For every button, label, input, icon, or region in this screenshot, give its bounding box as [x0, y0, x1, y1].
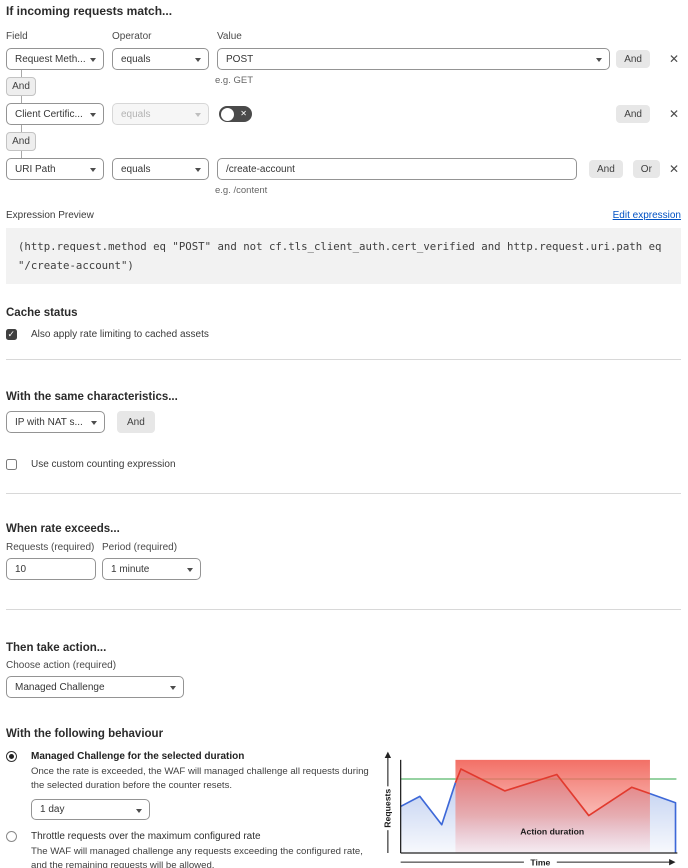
divider — [6, 609, 681, 610]
value-toggle[interactable] — [219, 106, 252, 122]
add-and-condition-button[interactable]: And — [616, 105, 650, 123]
chevron-down-icon — [136, 808, 142, 813]
field-column-label: Field — [6, 31, 28, 42]
operator-select-disabled: equals — [112, 103, 209, 125]
chevron-down-icon — [91, 421, 97, 425]
action-duration-zone — [455, 759, 650, 854]
characteristics-title: With the same characteristics... — [6, 391, 178, 403]
operator-select[interactable]: equals — [112, 48, 209, 70]
and-connector: And — [6, 70, 681, 103]
chevron-down-icon — [90, 168, 96, 172]
behaviour-title: With the following behaviour — [6, 728, 164, 740]
requests-line-above-threshold — [454, 768, 651, 817]
match-section-title: If incoming requests match... — [6, 4, 173, 18]
throttle-radio[interactable] — [6, 831, 17, 842]
operator-select[interactable]: equals — [112, 158, 209, 180]
cached-assets-checkbox[interactable] — [6, 328, 17, 340]
connector-line — [21, 125, 22, 132]
value-select[interactable]: POST — [217, 48, 611, 70]
match-row-3: URI Path equals /create-account And Or e… — [6, 158, 681, 196]
throttle-radio-label: Throttle requests over the maximum confi… — [31, 831, 261, 842]
chevron-down-icon — [596, 58, 603, 62]
and-connector-chip: And — [6, 132, 36, 151]
custom-counting-checkbox-label: Use custom counting expression — [31, 459, 176, 470]
y-axis-arrow-icon — [384, 751, 392, 759]
period-select[interactable]: 1 minute — [102, 558, 201, 580]
close-icon[interactable] — [667, 107, 681, 121]
value-hint: e.g. /content — [215, 185, 268, 196]
divider — [6, 359, 681, 360]
add-and-condition-button[interactable]: And — [616, 50, 650, 68]
requests-line-below-threshold — [400, 782, 457, 826]
chevron-down-icon — [90, 113, 96, 117]
connector-line — [21, 151, 22, 158]
chevron-down-icon — [187, 568, 193, 572]
duration-radio[interactable] — [6, 751, 17, 762]
cached-assets-checkbox-label: Also apply rate limiting to cached asset… — [31, 329, 209, 340]
operator-column-label: Operator — [112, 31, 152, 42]
chevron-down-icon — [195, 58, 201, 62]
choose-action-label: Choose action (required) — [6, 660, 117, 671]
connector-line — [21, 96, 22, 103]
chevron-down-icon — [170, 686, 176, 690]
add-or-condition-button[interactable]: Or — [632, 160, 660, 178]
duration-option-description: Once the rate is exceeded, the WAF will … — [31, 766, 369, 791]
chevron-down-icon — [195, 113, 201, 117]
value-input[interactable]: /create-account — [217, 158, 577, 180]
period-label: Period (required) — [102, 542, 178, 553]
add-characteristic-and-button[interactable]: And — [117, 411, 155, 433]
value-column-label: Value — [217, 31, 242, 42]
duration-select[interactable]: 1 day — [31, 799, 150, 820]
match-row-1: Request Meth... equals POST And e.g. GET — [6, 48, 681, 86]
expression-code: (http.request.method eq "POST" and not c… — [6, 228, 681, 284]
throttle-option-description: The WAF will managed challenge any reque… — [31, 846, 363, 868]
chevron-down-icon — [90, 58, 96, 62]
expression-preview-label: Expression Preview — [6, 210, 94, 221]
requests-label: Requests (required) — [6, 542, 95, 553]
y-axis-label: Requests — [383, 789, 393, 828]
cache-checkbox-row: Also apply rate limiting to cached asset… — [6, 328, 681, 340]
characteristic-select[interactable]: IP with NAT s... — [6, 411, 105, 433]
action-title: Then take action... — [6, 642, 107, 654]
match-row-2: Client Certific... equals And — [6, 103, 681, 125]
close-icon[interactable] — [667, 162, 681, 176]
value-hint: e.g. GET — [215, 75, 254, 86]
behaviour-option-2: Throttle requests over the maximum confi… — [6, 831, 376, 868]
counting-expression-row: Use custom counting expression — [6, 459, 681, 470]
match-column-labels: Field Operator Value — [6, 31, 681, 42]
custom-counting-checkbox[interactable] — [6, 459, 17, 470]
field-select[interactable]: Request Meth... — [6, 48, 104, 70]
behaviour-options: Managed Challenge for the selected durat… — [6, 751, 376, 868]
duration-radio-label: Managed Challenge for the selected durat… — [31, 751, 245, 762]
close-icon[interactable] — [667, 52, 681, 66]
field-select[interactable]: URI Path — [6, 158, 104, 180]
and-connector-chip: And — [6, 77, 36, 96]
add-and-condition-button[interactable]: And — [589, 160, 623, 178]
and-connector: And — [6, 125, 681, 158]
chevron-down-icon — [195, 168, 201, 172]
connector-line — [21, 70, 22, 77]
cache-status-title: Cache status — [6, 307, 78, 319]
x-axis-arrow-icon — [669, 858, 676, 866]
behaviour-option-1: Managed Challenge for the selected durat… — [6, 751, 376, 820]
requests-line-below-threshold — [649, 792, 677, 854]
divider — [6, 493, 681, 494]
rate-title: When rate exceeds... — [6, 523, 120, 535]
x-axis-label: Time — [530, 857, 550, 867]
rate-limit-behaviour-diagram: Requests Time Action duration — [383, 751, 678, 867]
action-select[interactable]: Managed Challenge — [6, 676, 184, 698]
toggle-off-x-icon — [240, 109, 247, 119]
field-select[interactable]: Client Certific... — [6, 103, 104, 125]
edit-expression-link[interactable]: Edit expression — [612, 210, 681, 221]
action-duration-label: Action duration — [520, 827, 584, 837]
requests-input[interactable]: 10 — [6, 558, 96, 580]
toggle-knob — [221, 107, 234, 121]
